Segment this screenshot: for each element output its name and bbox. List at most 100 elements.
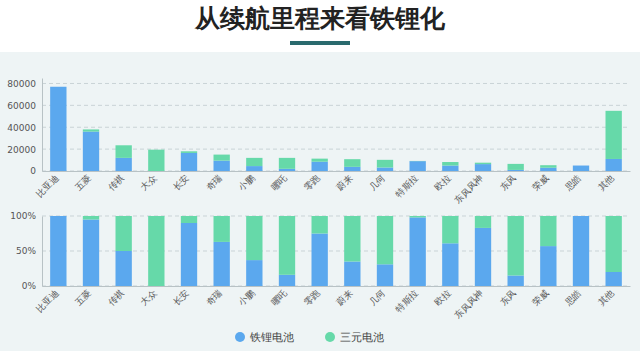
bar-segment	[540, 216, 556, 246]
y-tick: 0%	[22, 281, 42, 291]
x-tick: 奇瑞	[204, 171, 224, 193]
bar-segment	[181, 153, 197, 171]
x-tick-label: 几何	[367, 288, 387, 308]
x-tick-label: 五菱	[73, 173, 93, 193]
x-tick-label: 传祺	[106, 173, 126, 193]
x-tick: 荣威	[531, 171, 551, 193]
y-tick-label: 80000	[7, 79, 36, 89]
x-tick-label: 特斯拉	[394, 288, 420, 314]
bar-segment	[606, 216, 622, 272]
x-axis-line	[43, 286, 631, 287]
x-axis-line	[43, 171, 631, 172]
x-tick-label: 奇瑞	[204, 173, 224, 193]
bar-segment	[573, 165, 589, 166]
x-tick-label: 欧拉	[433, 288, 453, 308]
bar-segment	[508, 170, 524, 171]
grid-line	[42, 105, 630, 106]
x-tick-label: 奇瑞	[204, 288, 224, 308]
y-tick: 100%	[10, 211, 42, 221]
bar-segment	[116, 145, 132, 158]
y-tick: 60000	[7, 101, 42, 111]
bar-segment	[214, 161, 230, 171]
bar-segment	[475, 216, 491, 228]
bars	[50, 216, 622, 286]
x-tick-label: 东风风神	[453, 288, 486, 321]
chart-0: 020000400006000080000比亚迪五菱传祺大众长安奇瑞小鹏哪吒零跑…	[7, 79, 630, 206]
bar-segment	[83, 129, 99, 131]
bar-segment	[83, 216, 99, 220]
y-tick: 80000	[7, 79, 42, 89]
x-tick: 小鹏	[237, 286, 257, 308]
x-tick: 长安	[171, 171, 191, 193]
bar-segment	[410, 217, 426, 286]
bar-segment	[214, 216, 230, 242]
title-underline	[290, 41, 350, 45]
x-tick-label: 特斯拉	[394, 173, 420, 199]
x-tick-label: 欧拉	[433, 173, 453, 193]
y-axis: 020000400006000080000	[7, 79, 42, 177]
grid-line	[42, 127, 630, 128]
bar-segment	[50, 216, 66, 217]
x-tick-label: 传祺	[106, 288, 126, 308]
bar-segment	[410, 216, 426, 217]
x-tick-label: 蔚来	[335, 288, 355, 308]
y-axis: 0% 50% 100%	[10, 211, 42, 291]
x-tick: 东风	[498, 286, 518, 308]
x-tick: 欧拉	[433, 286, 453, 308]
x-tick-label: 大众	[139, 288, 159, 308]
x-tick: 其他	[596, 286, 616, 308]
panel-background	[0, 52, 640, 351]
x-tick-label: 东风	[498, 173, 518, 193]
y-tick-label: 0	[30, 166, 36, 176]
bars	[50, 87, 622, 171]
x-tick: 思皓	[563, 171, 584, 193]
x-tick-label: 比亚迪	[34, 288, 60, 314]
x-tick: 奇瑞	[204, 286, 224, 308]
bar-segment	[573, 216, 589, 217]
x-tick-label: 蔚来	[335, 173, 355, 193]
bar-segment	[344, 216, 360, 262]
grid-line	[42, 83, 630, 84]
x-tick-label: 小鹏	[237, 288, 257, 308]
x-tick: 比亚迪	[34, 286, 60, 314]
bar-segment	[540, 168, 556, 171]
bar-segment	[181, 223, 197, 286]
grid	[42, 83, 630, 171]
y-tick-label: 60000	[7, 101, 36, 111]
bar-segment	[181, 151, 197, 153]
bar-segment	[377, 264, 393, 286]
x-tick: 其他	[596, 171, 616, 193]
bar-segment	[50, 87, 66, 171]
x-tick-label: 荣威	[531, 288, 551, 308]
bar-segment	[279, 169, 295, 171]
x-axis: 比亚迪五菱传祺大众长安奇瑞小鹏哪吒零跑蔚来几何特斯拉欧拉东风风神东风荣威思皓其他	[34, 171, 630, 206]
x-tick: 荣威	[531, 286, 551, 308]
bar-segment	[50, 86, 66, 87]
bar-segment	[148, 216, 164, 286]
bar-segment	[312, 159, 328, 162]
bar-segment	[312, 216, 328, 234]
legend-swatch	[235, 332, 245, 342]
x-tick-label: 小鹏	[237, 173, 257, 193]
x-tick: 蔚来	[335, 171, 355, 193]
x-tick: 特斯拉	[394, 171, 420, 199]
x-tick-label: 思皓	[563, 173, 584, 194]
bar-segment	[344, 262, 360, 287]
x-tick: 几何	[367, 286, 387, 308]
grid	[42, 216, 630, 286]
bar-segment	[312, 234, 328, 287]
bar-segment	[344, 167, 360, 171]
x-tick: 大众	[139, 286, 159, 308]
y-tick-label: 20000	[7, 144, 36, 154]
x-tick-label: 几何	[367, 173, 387, 193]
x-tick-label: 大众	[139, 173, 159, 193]
bar-segment	[246, 166, 262, 171]
x-tick: 欧拉	[433, 171, 453, 193]
bar-segment	[377, 160, 393, 168]
bar-segment	[410, 161, 426, 171]
bar-segment	[606, 111, 622, 159]
y-tick: 50%	[16, 246, 42, 256]
x-tick: 思皓	[563, 286, 584, 308]
bar-segment	[246, 216, 262, 260]
bar-segment	[606, 159, 622, 171]
